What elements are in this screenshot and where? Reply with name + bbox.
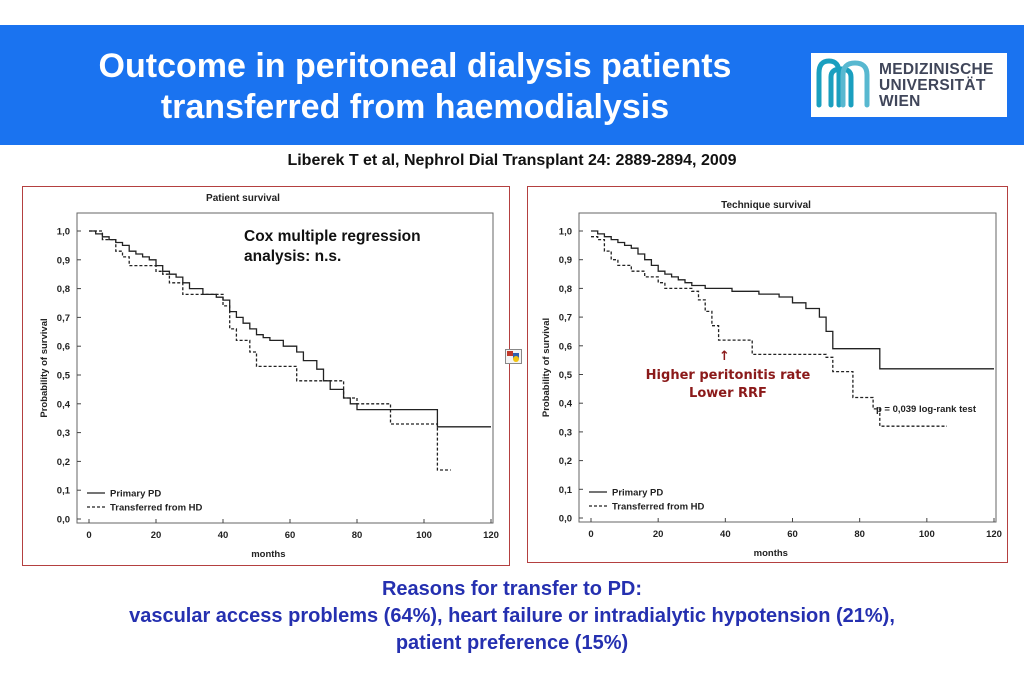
x-tick-label: 60 (787, 529, 798, 540)
x-tick-label: 100 (416, 530, 432, 541)
x-tick-label: 80 (352, 530, 363, 541)
y-tick-label: 0,8 (57, 284, 70, 295)
x-axis-label: months (251, 549, 285, 560)
series-line-primary-pd (591, 230, 994, 370)
y-tick-label: 0,4 (559, 399, 573, 410)
y-tick-label: 0,8 (559, 284, 572, 295)
patient-survival-chart: Patient survival 0,0 0,1 0,2 0,3 0,4 0,5 0,6 0,7… (22, 186, 510, 566)
x-tick-label: 0 (588, 529, 593, 540)
y-tick-label: 0,7 (559, 313, 572, 324)
y-tick-label: 0,4 (57, 399, 71, 410)
title-line-2: transferred from haemodialysis (160, 88, 670, 126)
university-emblem-icon (816, 58, 870, 108)
series-line-transferred-from-hd (89, 230, 451, 471)
y-axis-label: Probability of survival (541, 318, 552, 417)
embedded-object-icon (505, 349, 522, 364)
y-tick-label: 0,9 (57, 255, 70, 266)
slide-title: Outcome in peritoneal dialysis patients … (30, 46, 800, 128)
y-tick-label: 0,2 (57, 457, 70, 468)
series-line-primary-pd (89, 230, 491, 428)
y-tick-label: 0,9 (559, 255, 572, 266)
reasons-line-3: patient preference (15%) (395, 632, 629, 654)
logo-line-2: UNIVERSITÄT (879, 77, 986, 94)
chart-title: Technique survival (721, 200, 811, 211)
peritonitis-line-1: Higher peritonitis rate (645, 368, 811, 383)
series-line-transferred-from-hd (591, 236, 947, 427)
peritonitis-line-2: Lower RRF (689, 386, 767, 401)
y-tick-label: 0,3 (57, 428, 70, 439)
peritonitis-note: Higher peritonitis rate Lower RRF (626, 367, 830, 403)
logo-line-1: MEDIZINISCHE (879, 61, 994, 78)
citation: Liberek T et al, Nephrol Dial Transplant… (287, 152, 737, 169)
logo-text: MEDIZINISCHE UNIVERSITÄT WIEN (879, 62, 994, 110)
logo-line-3: WIEN (879, 93, 921, 110)
y-tick-label: 0,2 (559, 456, 572, 467)
technique-survival-svg: Technique survival 0,0 0,1 0,2 0,3 0,4 0,5 0,6 0… (541, 200, 1002, 559)
y-tick-label: 0,7 (57, 313, 70, 324)
x-tick-label: 60 (285, 530, 296, 541)
university-logo: MEDIZINISCHE UNIVERSITÄT WIEN (811, 53, 1007, 117)
title-line-1: Outcome in peritoneal dialysis patients (98, 47, 732, 85)
legend-label: Primary PD (612, 488, 663, 499)
y-tick-label: 0,0 (57, 515, 70, 526)
p-value-note: p = 0,039 log-rank test (876, 404, 977, 415)
y-tick-label: 0,6 (559, 341, 572, 352)
legend-label: Transferred from HD (110, 503, 203, 514)
x-tick-label: 20 (653, 529, 664, 540)
cox-regression-note: Cox multiple regression analysis: n.s. (244, 228, 421, 265)
x-tick-label: 20 (151, 530, 162, 541)
x-tick-label: 0 (86, 530, 91, 541)
legend-label: Primary PD (110, 489, 161, 500)
reasons-heading: Reasons for transfer to PD: (381, 578, 643, 600)
y-tick-label: 0,5 (57, 371, 71, 382)
plot-area (76, 212, 494, 524)
legend-label: Transferred from HD (612, 502, 705, 513)
y-tick-label: 1,0 (559, 227, 572, 238)
y-tick-label: 0,3 (559, 427, 572, 438)
plot-area (578, 212, 997, 523)
y-tick-label: 0,6 (57, 342, 70, 353)
y-tick-label: 1,0 (57, 227, 70, 238)
y-tick-label: 0,1 (559, 485, 573, 496)
x-tick-label: 100 (919, 529, 935, 540)
x-tick-label: 80 (854, 529, 865, 540)
reasons-line-2: vascular access problems (64%), heart fa… (129, 605, 895, 627)
y-tick-label: 0,1 (57, 486, 71, 497)
transfer-reasons: Reasons for transfer to PD: vascular acc… (0, 576, 1024, 657)
x-tick-label: 40 (720, 529, 731, 540)
patient-survival-svg: Patient survival 0,0 0,1 0,2 0,3 0,4 0,5 0,6 0,7… (39, 193, 499, 560)
x-tick-label: 40 (218, 530, 229, 541)
chart-title: Patient survival (206, 193, 280, 204)
x-axis-label: months (754, 548, 788, 559)
y-axis-label: Probability of survival (39, 318, 50, 417)
y-tick-label: 0,0 (559, 514, 572, 525)
arrow-up-icon: ↑ (719, 349, 730, 364)
y-tick-label: 0,5 (559, 370, 573, 381)
x-tick-label: 120 (483, 530, 499, 541)
technique-survival-chart: Technique survival 0,0 0,1 0,2 0,3 0,4 0,5 0,6 0… (527, 186, 1008, 563)
x-tick-label: 120 (986, 529, 1002, 540)
